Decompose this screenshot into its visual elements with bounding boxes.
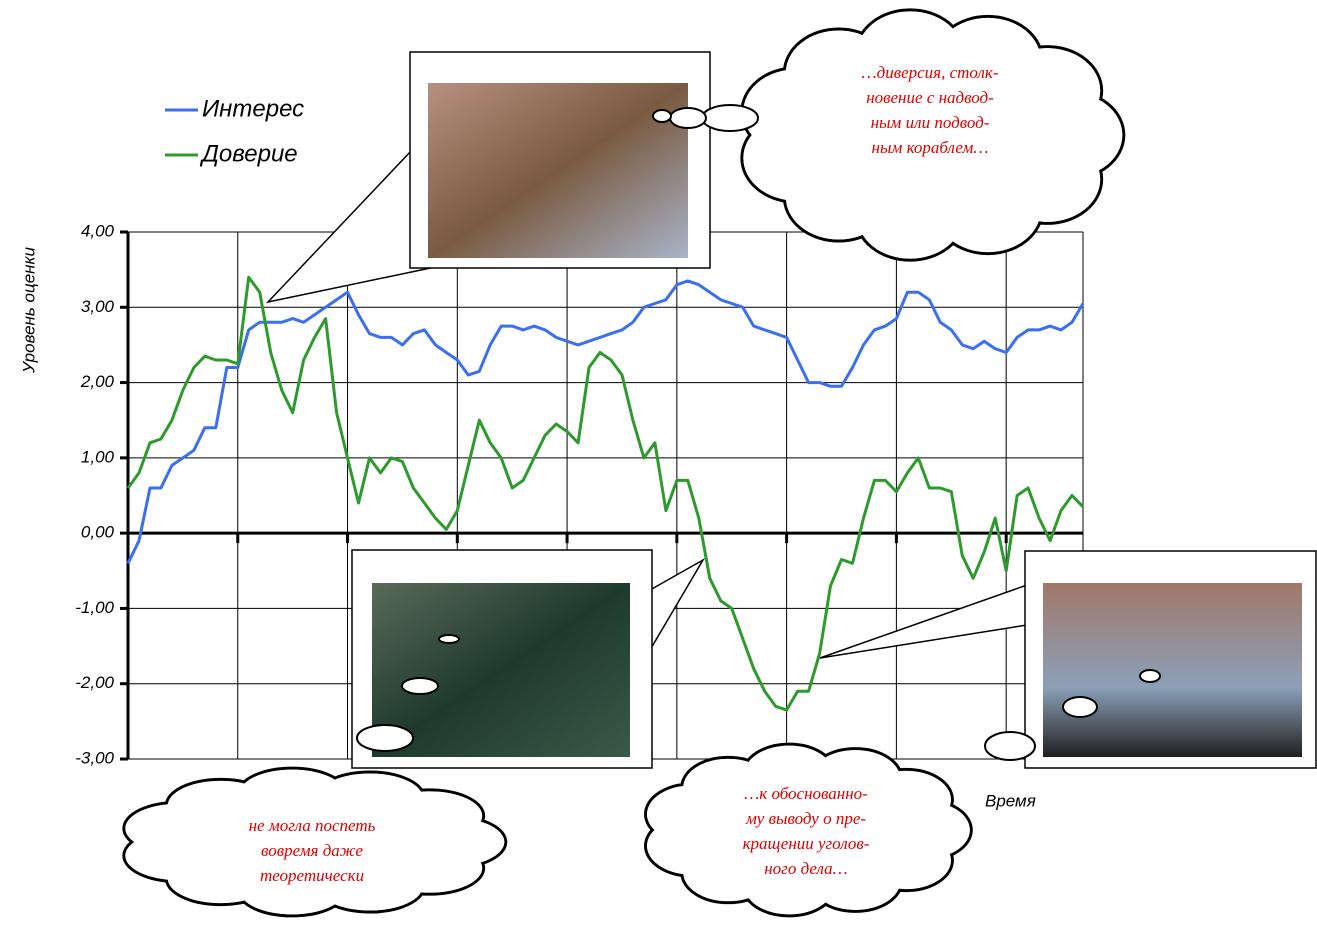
cloud-fill	[317, 861, 423, 911]
legend-label: Интерес	[202, 95, 304, 122]
annotation-line: теоретически	[260, 866, 364, 885]
thought-cloud: не могла поспеть вовремя даже теоретически	[122, 634, 1161, 918]
thought-dot	[1062, 696, 1098, 718]
photo	[428, 83, 688, 258]
photo	[1043, 583, 1302, 757]
thought-dot	[701, 104, 759, 132]
callout	[351, 549, 706, 769]
callout	[265, 51, 711, 304]
y-tick-label: 0,00	[81, 523, 115, 542]
annotation-line: не могла поспеть	[249, 816, 376, 835]
annotation-line: ного дела…	[764, 859, 847, 878]
callout	[819, 550, 1317, 769]
annotation-line: му выводу о пре-	[745, 809, 866, 828]
y-tick-label: -1,00	[75, 598, 114, 617]
legend: Интерес Доверие	[165, 95, 304, 167]
line-series	[126, 279, 1085, 564]
photo	[372, 583, 630, 757]
cloud-fill	[994, 48, 1101, 134]
cloud-fill	[744, 745, 834, 804]
thought-dot	[1139, 669, 1161, 683]
x-axis-label: Время	[985, 791, 1036, 810]
annotation-line: …к обоснованно-	[744, 784, 868, 803]
thought-cloud: …к обоснованно-му выводу о пре-кращении …	[644, 742, 973, 918]
y-tick-label: -2,00	[75, 673, 114, 692]
legend-label: Доверие	[199, 140, 298, 167]
line-series	[126, 275, 1085, 712]
y-tick-label: 1,00	[81, 447, 115, 466]
y-tick-label: 4,00	[81, 221, 115, 240]
y-tick-label: -3,00	[75, 748, 114, 767]
annotation-line: …диверсия, столк-	[861, 63, 998, 82]
clouds: …диверсия, столк-новение с надвод-ным ил…	[122, 8, 1161, 918]
thought-dot	[438, 634, 460, 644]
cloud-fill	[239, 769, 346, 819]
thought-dot	[984, 731, 1036, 761]
cloud-fill	[861, 770, 951, 829]
y-axis-label: Уровень оценки	[19, 246, 38, 374]
thought-dot	[669, 107, 707, 129]
y-tick-label: 3,00	[81, 297, 115, 316]
annotation-line: ным или подвод-	[871, 113, 990, 132]
annotation-line: ным кораблем…	[872, 138, 989, 157]
thought-dot	[356, 724, 414, 752]
thought-dot	[652, 109, 672, 123]
thought-dot	[401, 677, 439, 695]
cloud-fill	[857, 11, 964, 97]
cloud-fill	[376, 791, 483, 841]
y-tick-label: 2,00	[80, 372, 115, 391]
cloud-fill	[935, 166, 1041, 253]
thought-cloud: …диверсия, столк-новение с надвод-ным ил…	[652, 8, 1126, 262]
annotation-line: вовремя даже	[261, 841, 363, 860]
annotation-line: новение с надвод-	[866, 88, 994, 107]
annotation-line: кращении уголов-	[743, 834, 870, 853]
cloud-fill	[810, 852, 901, 910]
